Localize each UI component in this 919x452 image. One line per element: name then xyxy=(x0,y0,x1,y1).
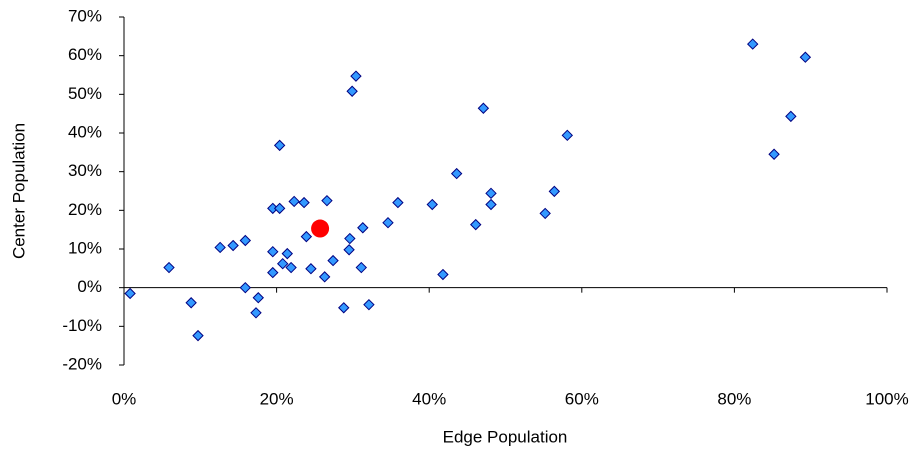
x-tick-label: 100% xyxy=(865,389,908,408)
point xyxy=(327,254,339,267)
point xyxy=(799,51,812,63)
point xyxy=(267,266,279,279)
point xyxy=(276,257,289,270)
point xyxy=(185,297,197,309)
point xyxy=(539,207,551,220)
point xyxy=(273,139,286,152)
point xyxy=(357,222,369,234)
point xyxy=(346,85,358,97)
point xyxy=(485,187,497,200)
point xyxy=(298,196,310,209)
point xyxy=(470,218,482,231)
point xyxy=(343,244,355,256)
point xyxy=(561,129,574,142)
point xyxy=(426,198,438,211)
point xyxy=(318,271,331,283)
point xyxy=(285,261,297,274)
point xyxy=(252,292,264,304)
x-tick-label: 60% xyxy=(565,389,599,408)
y-tick-label: 60% xyxy=(68,45,102,64)
point xyxy=(227,239,239,252)
point xyxy=(392,196,404,209)
x-tick-label: 20% xyxy=(260,389,294,408)
point xyxy=(239,281,252,294)
point xyxy=(321,194,333,207)
x-axis-title: Edge Population xyxy=(443,427,568,446)
y-tick-label: 70% xyxy=(68,6,102,25)
point xyxy=(311,219,330,238)
point xyxy=(363,298,375,311)
point xyxy=(281,247,293,260)
point xyxy=(300,230,313,243)
x-tick-label: 0% xyxy=(112,389,137,408)
point xyxy=(747,38,759,50)
point xyxy=(485,198,497,211)
point xyxy=(344,232,356,245)
point xyxy=(239,234,252,247)
point xyxy=(338,302,350,314)
y-axis-title: Center Population xyxy=(9,123,28,259)
point xyxy=(250,307,262,319)
x-tick-label: 40% xyxy=(412,389,446,408)
y-tick-label: 0% xyxy=(77,277,102,296)
y-tick-label: -10% xyxy=(62,316,102,335)
point xyxy=(785,110,797,123)
point xyxy=(548,185,561,198)
point xyxy=(267,245,279,258)
y-tick-label: 50% xyxy=(68,84,102,103)
point xyxy=(350,70,362,82)
point xyxy=(288,195,300,208)
point xyxy=(192,329,204,342)
y-tick-label: -20% xyxy=(62,354,102,373)
y-tick-label: 40% xyxy=(68,122,102,141)
point xyxy=(214,241,226,254)
point xyxy=(450,167,463,180)
y-tick-label: 20% xyxy=(68,200,102,219)
point xyxy=(477,102,490,114)
x-tick-label: 80% xyxy=(717,389,751,408)
point xyxy=(437,268,449,281)
point xyxy=(273,202,286,215)
point xyxy=(305,263,317,275)
point xyxy=(355,261,368,274)
point xyxy=(382,216,394,229)
point xyxy=(163,261,175,274)
point xyxy=(768,148,780,160)
point xyxy=(124,287,136,300)
y-tick-label: 30% xyxy=(68,161,102,180)
y-tick-label: 10% xyxy=(68,238,102,257)
